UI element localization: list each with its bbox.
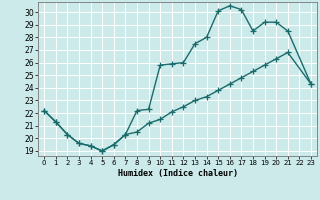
X-axis label: Humidex (Indice chaleur): Humidex (Indice chaleur) bbox=[118, 169, 238, 178]
